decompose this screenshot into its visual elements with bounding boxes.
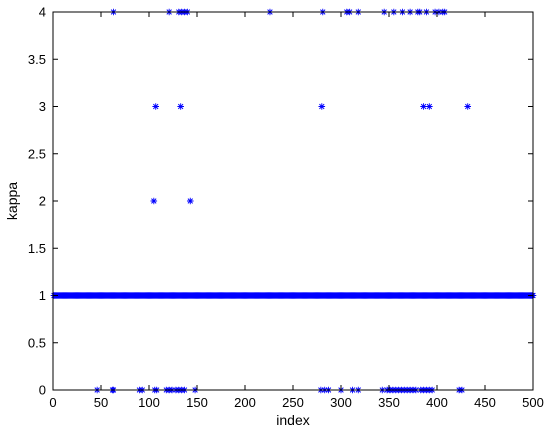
data-point: [177, 103, 184, 110]
data-point: [152, 103, 160, 110]
y-axis-label: kappa: [4, 182, 20, 220]
data-point: [318, 103, 326, 110]
x-tick-label: 0: [49, 395, 56, 410]
data-point: [186, 197, 194, 205]
axis-ticks: [52, 11, 534, 391]
x-tick-label: 500: [522, 395, 544, 410]
data-point: [420, 103, 427, 110]
data-point: [426, 103, 433, 110]
x-tick-label: 350: [378, 395, 400, 410]
y-tick-label: 0.5: [28, 335, 46, 350]
y-tick-label: 0: [39, 383, 46, 398]
y-tick-labels: 0 0.5 1 1.5 2 2.5 3 3.5 4: [28, 5, 46, 398]
x-tick-label: 450: [474, 395, 496, 410]
y-tick-label: 3: [39, 99, 46, 114]
y-tick-label: 3.5: [28, 52, 46, 67]
x-tick-label: 300: [330, 395, 352, 410]
x-tick-label: 50: [94, 395, 108, 410]
x-tick-label: 200: [234, 395, 256, 410]
y-tick-label: 1.5: [28, 241, 46, 256]
y-tick-label: 1: [39, 288, 46, 303]
x-tick-label: 400: [426, 395, 448, 410]
x-axis-label: index: [276, 412, 309, 428]
x-tick-label: 150: [186, 395, 208, 410]
x-tick-labels: 0 50 100 150 200 250 300 350 400 450 500: [49, 395, 543, 410]
data-point: [464, 103, 472, 110]
data-point: [150, 197, 158, 205]
y-tick-label: 4: [39, 5, 46, 20]
y-tick-label: 2.5: [28, 146, 46, 161]
x-tick-label: 250: [282, 395, 304, 410]
y-tick-label: 2: [39, 194, 46, 209]
plot-background: [53, 12, 533, 390]
x-tick-label: 100: [138, 395, 160, 410]
